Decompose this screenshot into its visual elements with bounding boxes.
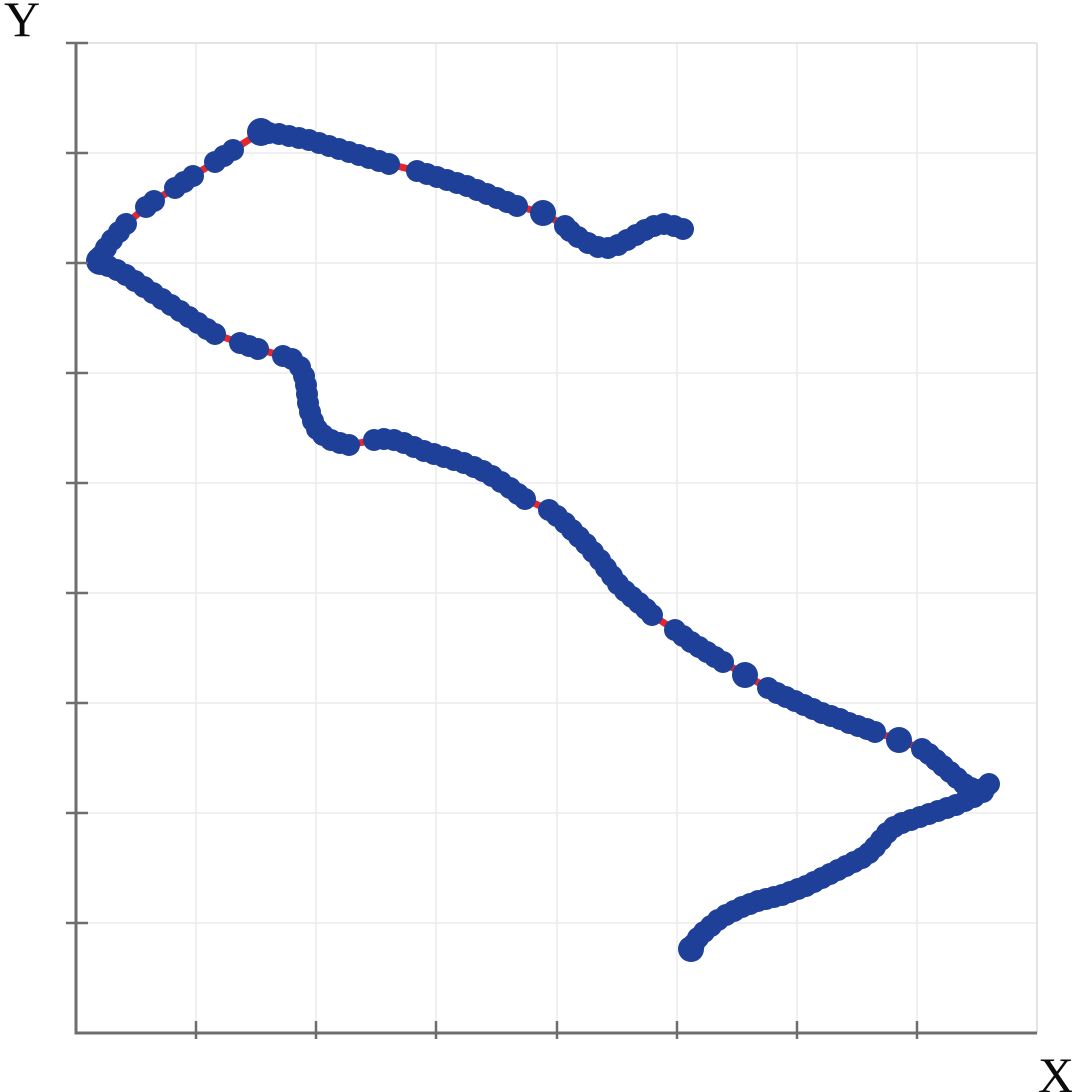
gridlines [76, 43, 1037, 1033]
axes [74, 43, 1037, 1035]
axis-ticks [66, 41, 919, 1039]
trajectory-markers [86, 118, 1000, 962]
trajectory-line [96, 128, 993, 953]
y-axis-label: Y [4, 0, 41, 47]
x-axis-label: X [1038, 1047, 1072, 1092]
plot-box-light-edges [76, 42, 1038, 1033]
